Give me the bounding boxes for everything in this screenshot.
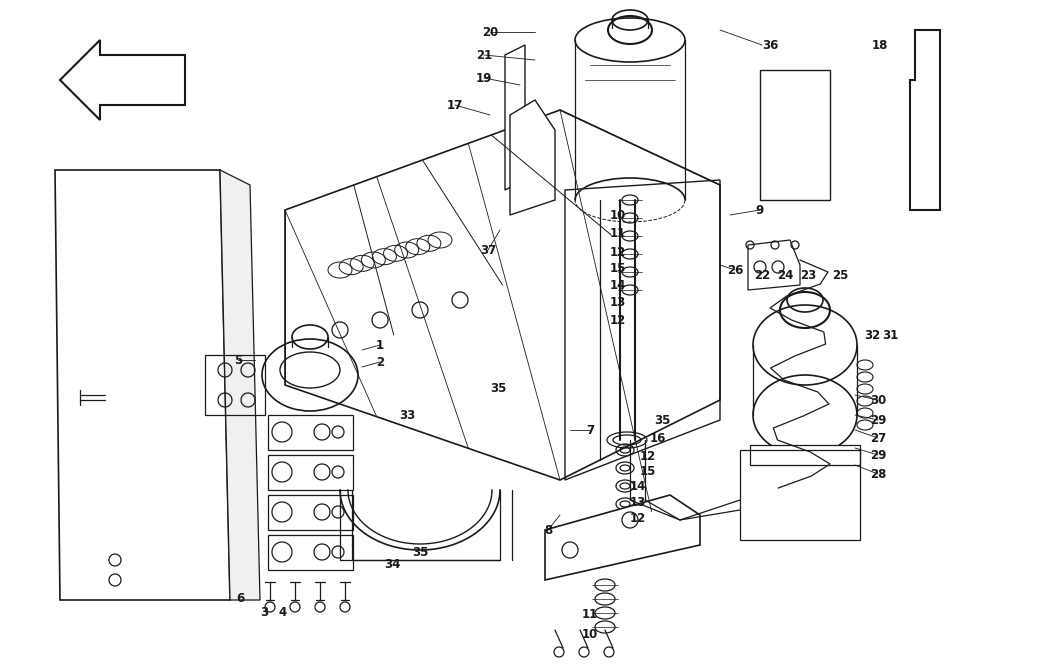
Text: 11: 11 <box>581 609 598 622</box>
Text: 34: 34 <box>384 559 400 571</box>
Text: 10: 10 <box>610 209 626 221</box>
Text: 31: 31 <box>882 328 898 341</box>
Text: 2: 2 <box>376 355 384 369</box>
Text: 23: 23 <box>799 268 816 282</box>
Text: 17: 17 <box>446 98 463 112</box>
Bar <box>268 455 353 490</box>
Polygon shape <box>510 100 555 215</box>
Polygon shape <box>545 495 701 580</box>
Text: 29: 29 <box>870 413 887 427</box>
Text: 28: 28 <box>870 468 887 480</box>
Text: 15: 15 <box>610 262 626 274</box>
Text: 19: 19 <box>476 72 492 84</box>
Polygon shape <box>60 40 185 120</box>
Polygon shape <box>505 45 525 190</box>
Text: 33: 33 <box>399 409 416 421</box>
Text: 20: 20 <box>482 25 499 39</box>
Text: 13: 13 <box>630 496 646 508</box>
Text: 27: 27 <box>870 432 887 444</box>
Text: 15: 15 <box>640 464 656 478</box>
Text: 16: 16 <box>649 432 667 444</box>
Text: 6: 6 <box>236 591 244 605</box>
Text: 35: 35 <box>490 381 506 395</box>
Bar <box>268 415 353 450</box>
Text: 12: 12 <box>610 314 626 326</box>
Text: 3: 3 <box>260 607 268 619</box>
Text: 35: 35 <box>654 413 670 427</box>
Polygon shape <box>910 30 940 210</box>
Text: 32: 32 <box>864 328 880 341</box>
Text: 12: 12 <box>630 512 646 524</box>
Text: 11: 11 <box>610 227 626 240</box>
Text: 30: 30 <box>870 393 887 407</box>
Text: 14: 14 <box>629 480 646 492</box>
Text: 4: 4 <box>279 607 287 619</box>
Polygon shape <box>220 170 260 600</box>
Text: 8: 8 <box>544 524 552 537</box>
Text: 25: 25 <box>832 268 848 282</box>
Text: 37: 37 <box>479 244 496 256</box>
Text: 10: 10 <box>581 628 598 642</box>
Bar <box>268 535 353 570</box>
Text: 35: 35 <box>411 545 428 559</box>
Text: 13: 13 <box>610 296 626 308</box>
Text: 7: 7 <box>586 423 594 436</box>
Polygon shape <box>55 170 230 600</box>
Text: 5: 5 <box>234 353 242 367</box>
Text: 24: 24 <box>777 268 793 282</box>
Text: 14: 14 <box>610 278 626 292</box>
Text: 12: 12 <box>610 246 626 258</box>
Text: 9: 9 <box>756 203 764 217</box>
Bar <box>268 495 353 530</box>
Text: 18: 18 <box>872 39 889 52</box>
Bar <box>750 445 860 465</box>
Text: 22: 22 <box>754 268 770 282</box>
Text: 36: 36 <box>762 39 778 52</box>
Text: 29: 29 <box>870 448 887 462</box>
Text: 1: 1 <box>376 339 384 351</box>
Text: 21: 21 <box>476 48 492 62</box>
Text: 12: 12 <box>640 450 656 462</box>
Text: 26: 26 <box>727 264 743 276</box>
